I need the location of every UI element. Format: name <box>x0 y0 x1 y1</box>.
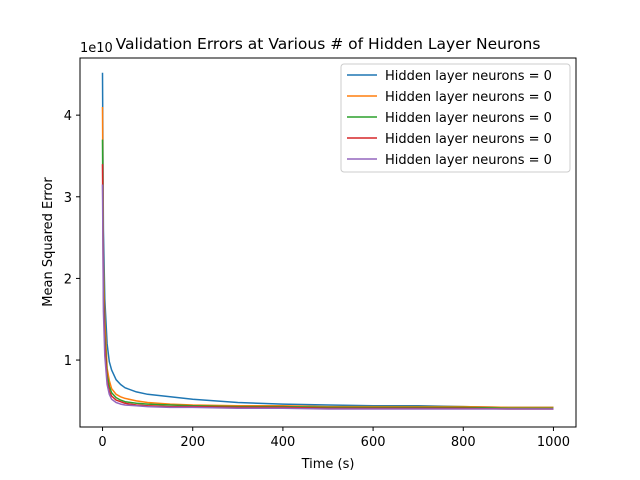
y-tick-label: 1 <box>64 354 72 369</box>
x-tick-label: 200 <box>180 435 205 450</box>
plot-frame <box>79 57 577 428</box>
x-tick-label: 1000 <box>537 435 570 450</box>
x-tick-label: 0 <box>98 435 106 450</box>
legend-label-5: Hidden layer neurons = 0 <box>385 153 552 168</box>
x-tick-label: 600 <box>361 435 386 450</box>
legend: Hidden layer neurons = 0 Hidden layer neu… <box>340 63 571 173</box>
legend-label-4: Hidden layer neurons = 0 <box>385 132 552 147</box>
legend-label-3: Hidden layer neurons = 0 <box>385 111 552 126</box>
legend-label-2: Hidden layer neurons = 0 <box>385 90 552 105</box>
legend-label-1: Hidden layer neurons = 0 <box>385 69 552 84</box>
x-tick-label: 800 <box>451 435 476 450</box>
y-offset-label: 1e10 <box>80 41 113 56</box>
y-axis-label: Mean Squared Error <box>41 177 56 307</box>
series-line-4 <box>101 164 554 410</box>
series-line-2 <box>101 106 554 409</box>
x-axis: 0 200 400 600 800 1000 <box>98 427 570 450</box>
series-line-3 <box>101 139 554 409</box>
y-axis: 1 2 3 4 <box>64 109 80 369</box>
y-tick-label: 3 <box>64 191 72 206</box>
y-tick-label: 4 <box>64 109 72 124</box>
chart-title: Validation Errors at Various # of Hidden… <box>116 35 541 53</box>
y-tick-label: 2 <box>64 272 72 287</box>
series-line-5 <box>101 184 554 410</box>
legend-box <box>340 63 571 173</box>
x-axis-label: Time (s) <box>301 457 355 472</box>
series-line-1 <box>101 72 554 409</box>
x-tick-label: 400 <box>270 435 295 450</box>
plot-area <box>101 72 554 410</box>
